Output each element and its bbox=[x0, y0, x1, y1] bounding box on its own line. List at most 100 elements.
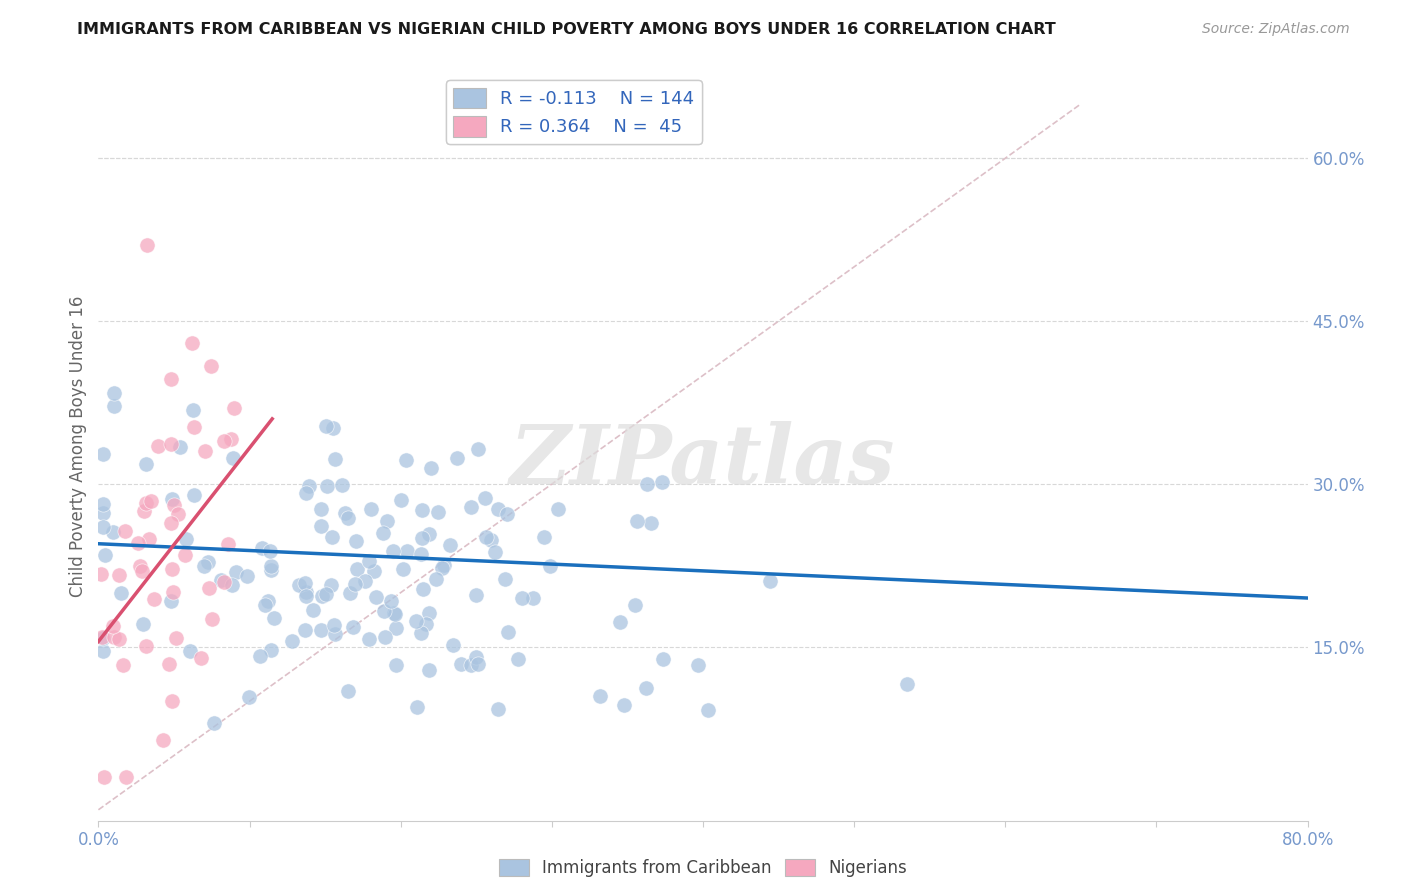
Point bbox=[159, 372, 181, 386]
Point bbox=[135, 238, 157, 252]
Point bbox=[157, 657, 180, 672]
Point bbox=[114, 770, 136, 784]
Point bbox=[135, 639, 157, 653]
Point bbox=[496, 508, 519, 522]
Point bbox=[174, 532, 197, 546]
Text: ZIPatlas: ZIPatlas bbox=[510, 421, 896, 501]
Point bbox=[143, 592, 166, 607]
Point bbox=[260, 563, 283, 577]
Point bbox=[222, 401, 245, 416]
Point bbox=[160, 516, 183, 530]
Point bbox=[152, 733, 174, 747]
Point bbox=[190, 651, 212, 665]
Point bbox=[494, 572, 516, 586]
Point bbox=[409, 625, 432, 640]
Point bbox=[636, 477, 658, 491]
Point bbox=[439, 538, 461, 552]
Point bbox=[385, 658, 408, 673]
Point bbox=[395, 544, 418, 558]
Point bbox=[235, 569, 257, 583]
Point bbox=[460, 658, 482, 673]
Point bbox=[107, 567, 129, 582]
Point bbox=[253, 599, 276, 613]
Point bbox=[486, 702, 509, 716]
Point bbox=[212, 434, 235, 448]
Point bbox=[219, 432, 242, 446]
Point bbox=[426, 505, 449, 519]
Point bbox=[103, 631, 125, 645]
Point bbox=[263, 611, 285, 625]
Point bbox=[295, 589, 318, 603]
Point bbox=[257, 594, 280, 608]
Point bbox=[309, 502, 332, 516]
Point bbox=[316, 479, 339, 493]
Point bbox=[411, 547, 433, 561]
Point bbox=[294, 623, 316, 637]
Point bbox=[547, 502, 569, 516]
Point bbox=[103, 619, 125, 633]
Point bbox=[419, 461, 441, 475]
Legend: R = -0.113    N = 144, R = 0.364    N =  45: R = -0.113 N = 144, R = 0.364 N = 45 bbox=[446, 80, 702, 144]
Point bbox=[450, 657, 472, 672]
Point bbox=[221, 578, 243, 592]
Point bbox=[343, 576, 366, 591]
Point bbox=[506, 651, 529, 665]
Point bbox=[412, 582, 434, 596]
Point bbox=[91, 497, 114, 511]
Point bbox=[467, 442, 489, 457]
Point bbox=[418, 663, 440, 677]
Point bbox=[238, 690, 260, 704]
Y-axis label: Child Poverty Among Boys Under 16: Child Poverty Among Boys Under 16 bbox=[69, 295, 87, 597]
Point bbox=[315, 587, 337, 601]
Point bbox=[464, 588, 486, 602]
Point bbox=[896, 677, 918, 691]
Point bbox=[134, 503, 156, 517]
Point bbox=[222, 450, 245, 465]
Point bbox=[309, 623, 332, 637]
Point bbox=[432, 558, 454, 572]
Point bbox=[103, 399, 125, 413]
Point bbox=[474, 491, 496, 506]
Point bbox=[114, 524, 136, 539]
Point bbox=[315, 419, 337, 434]
Point bbox=[103, 385, 125, 400]
Point bbox=[201, 612, 224, 626]
Point bbox=[165, 632, 187, 646]
Point bbox=[295, 584, 318, 599]
Point bbox=[441, 638, 464, 652]
Point bbox=[686, 657, 709, 672]
Text: IMMIGRANTS FROM CARIBBEAN VS NIGERIAN CHILD POVERTY AMONG BOYS UNDER 16 CORRELAT: IMMIGRANTS FROM CARIBBEAN VS NIGERIAN CH… bbox=[77, 22, 1056, 37]
Point bbox=[197, 581, 219, 595]
Point bbox=[179, 644, 201, 658]
Point bbox=[377, 514, 399, 528]
Point bbox=[418, 606, 440, 620]
Point bbox=[212, 574, 235, 589]
Point bbox=[288, 578, 311, 592]
Point bbox=[626, 514, 648, 528]
Point bbox=[384, 607, 406, 622]
Point bbox=[127, 536, 149, 550]
Legend: Immigrants from Caribbean, Nigerians: Immigrants from Caribbean, Nigerians bbox=[492, 852, 914, 884]
Point bbox=[259, 543, 281, 558]
Point bbox=[138, 532, 160, 546]
Point bbox=[522, 591, 544, 605]
Point bbox=[758, 574, 780, 589]
Point bbox=[90, 630, 112, 644]
Point bbox=[460, 500, 482, 514]
Point bbox=[371, 526, 394, 541]
Text: Source: ZipAtlas.com: Source: ZipAtlas.com bbox=[1202, 22, 1350, 37]
Point bbox=[160, 437, 183, 451]
Point bbox=[321, 530, 343, 544]
Point bbox=[209, 573, 232, 587]
Point bbox=[333, 506, 356, 520]
Point bbox=[498, 625, 520, 640]
Point bbox=[464, 650, 486, 665]
Point bbox=[430, 561, 453, 575]
Point bbox=[91, 447, 114, 461]
Point bbox=[415, 617, 437, 632]
Point bbox=[202, 715, 225, 730]
Point bbox=[217, 536, 239, 550]
Point bbox=[382, 544, 405, 558]
Point bbox=[91, 631, 114, 645]
Point bbox=[405, 614, 427, 628]
